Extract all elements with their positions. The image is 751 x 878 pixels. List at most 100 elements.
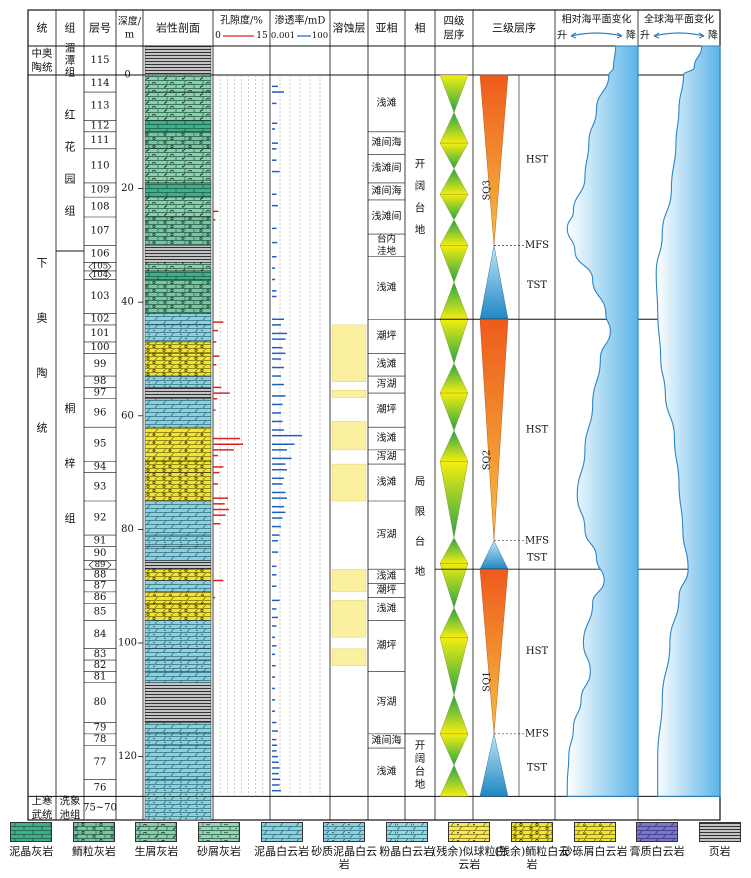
svg-text:奥: 奥 (37, 311, 48, 325)
svg-text:池组: 池组 (60, 808, 81, 821)
header-third-order: 三级层序 (492, 21, 536, 35)
legend-label: 生屑灰岩 (134, 845, 179, 858)
tst-label: TST (527, 280, 548, 291)
svg-text:组: 组 (65, 511, 76, 525)
lithology-legend: 泥晶灰岩 鲕粒灰岩 生屑灰岩 砂屑灰岩 泥晶白云岩 砂质泥晶白云岩 粉晶白云岩 (残余)似球粒… (0, 822, 751, 878)
layer-number: 80 (94, 697, 107, 708)
svg-text:湄: 湄 (65, 43, 76, 55)
lithology-bed-bio (144, 74, 212, 93)
legend-label: 泥晶灰岩 (9, 845, 54, 858)
layer-number: 92 (94, 513, 107, 524)
sequence-label: SQ2 (482, 450, 493, 470)
lithology-bed-oodolo (144, 472, 212, 502)
lithology-bed-dolomicrite (144, 722, 212, 735)
legend-label: (残余)鲕粒白云岩 (494, 845, 570, 871)
legend-item: 生屑灰岩 (119, 822, 194, 858)
subfacies-label: 台内 (377, 233, 396, 245)
lithology-bed-oodolo (144, 341, 212, 354)
legend-swatch-sandy (198, 822, 241, 842)
subfacies-label: 浅滩间 (372, 161, 402, 174)
fourth-order-transgressive (439, 281, 469, 320)
fourth-order-transgressive (439, 430, 469, 462)
header-fourth-order-2: 层序 (444, 28, 465, 41)
depth-tick-label: 80 (121, 524, 134, 535)
sequence-label: SQ3 (482, 180, 493, 200)
dissolution-layer (331, 568, 367, 593)
layer-number: 101 (90, 328, 109, 339)
header-layer-no: 层号 (89, 22, 111, 35)
layer-number: 84 (94, 629, 107, 640)
lithology-bed-sandydolo (144, 534, 212, 547)
lithology-bed-micrite (144, 120, 212, 133)
legend-label: (残余)似球粒白云岩 (432, 845, 507, 871)
layer-number: 95 (94, 439, 107, 450)
layer-number: 111 (90, 135, 109, 146)
third-order-tst (479, 540, 509, 570)
depth-tick-label: 60 (121, 410, 134, 421)
lithology-bed-dolomicrite (144, 580, 212, 593)
hst-label: HST (526, 155, 549, 166)
legend-item: 粉晶白云岩 (370, 822, 445, 858)
hst-label: HST (526, 425, 549, 436)
header-subfacies: 亚相 (376, 22, 398, 35)
depth-tick-label: 40 (121, 297, 134, 308)
header-relative-sea: 相对海平面变化 (562, 13, 632, 26)
lithology-bed-shale (144, 45, 212, 76)
lithology-bed-dolomicrite (144, 500, 212, 536)
lithology-bed-sandydolo (144, 733, 212, 746)
subfacies-label: 泻湖 (377, 377, 397, 390)
fourth-order-transgressive (439, 112, 469, 144)
header-facies: 相 (415, 22, 426, 35)
depth-tick-label: 20 (121, 183, 134, 194)
svg-text:组: 组 (65, 204, 76, 218)
relative-sea-level-curve (566, 45, 639, 797)
lithology-bed-dolomicrite (144, 648, 212, 661)
svg-text:花: 花 (65, 141, 76, 154)
layer-number: 83 (94, 649, 107, 660)
svg-text:武统: 武统 (32, 808, 53, 821)
legend-swatch-oolitic (72, 822, 115, 842)
legend-item: 砂质泥晶白云岩 (307, 822, 382, 871)
subfacies-label: 浅滩 (377, 281, 397, 294)
layer-number: 97 (94, 388, 107, 399)
header-global-sea-fall: 降 (708, 29, 718, 42)
fourth-order-regressive (439, 461, 469, 538)
fourth-order-regressive (439, 74, 469, 114)
subfacies-label: 浅滩 (377, 569, 397, 582)
svg-text:梓: 梓 (65, 456, 76, 470)
svg-text:开: 开 (415, 740, 426, 752)
fourth-order-transgressive (439, 694, 469, 735)
layer-number: 100 (90, 342, 109, 353)
legend-swatch-siltdolo (385, 822, 428, 842)
subfacies-column: 浅滩滩间海浅滩间滩间海浅滩间台内洼地浅滩潮坪浅滩泻湖潮坪浅滩泻湖浅滩泻湖浅滩潮坪… (368, 96, 405, 797)
lithology-bed-shale (144, 245, 212, 263)
permeability-log (272, 75, 321, 797)
fourth-order-transgressive (439, 363, 469, 394)
mfs-label: MFS (525, 728, 549, 739)
subfacies-label: 潮坪 (377, 638, 397, 651)
layer-number: 103 (90, 291, 109, 302)
legend-item: 膏质白云岩 (620, 822, 695, 858)
fourth-order-regressive (439, 563, 469, 609)
layer-number: 89 (95, 560, 106, 570)
legend-item: 砂砾屑白云岩 (557, 822, 632, 858)
lithology-bed-dolomicrite (144, 671, 212, 683)
system-label: 上寒 (32, 794, 53, 807)
permeability-scale-min: 0.001 (271, 31, 295, 41)
svg-text:限: 限 (415, 506, 426, 518)
header-depth: 深度/ (118, 15, 142, 28)
layer-number: 107 (90, 226, 109, 237)
fourth-order-transgressive (439, 607, 469, 638)
dissolution-layer (331, 463, 367, 502)
lithology-bed-micrite (144, 270, 212, 280)
lithology-bed-gravdolo (144, 591, 212, 604)
fourth-order-regressive (439, 245, 469, 283)
lithology-bed-shale (144, 387, 212, 399)
lithology-bed-dolomicrite (144, 745, 212, 780)
lithology-bed-sandydolo (144, 796, 212, 821)
lithology-bed-bio (144, 91, 212, 121)
svg-text:台: 台 (415, 201, 426, 214)
